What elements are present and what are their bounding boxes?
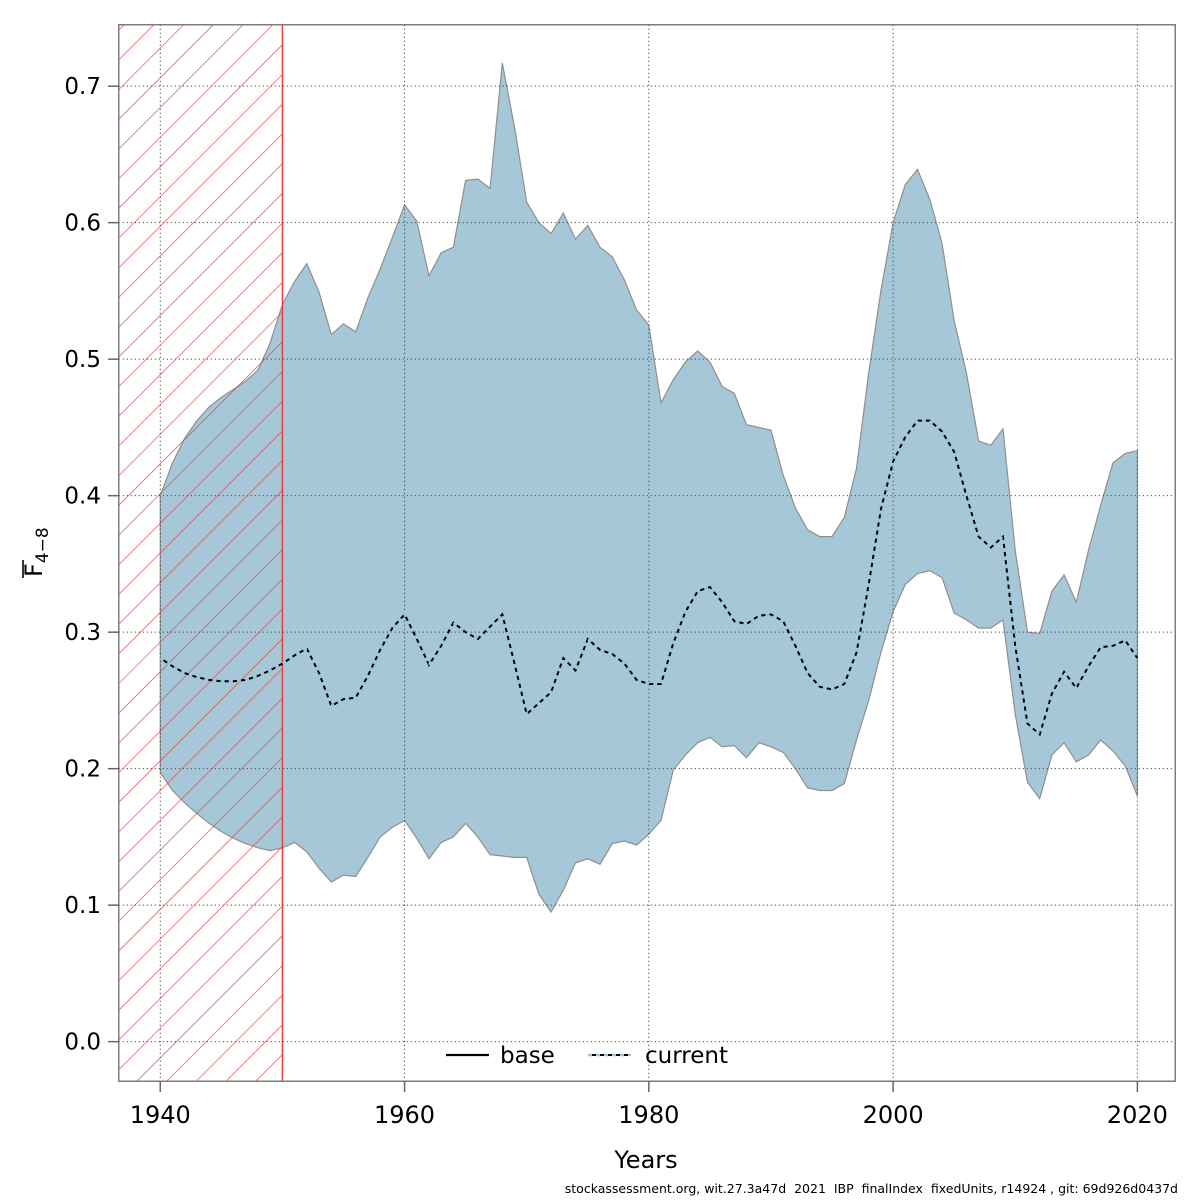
x-axis-tick-label: 1960 [374,1101,435,1129]
plot-border [118,24,1176,1082]
x-axis-tick-label: 2020 [1107,1101,1168,1129]
footer-text: stockassessment.org, wit.27.3a47d 2021 I… [565,1181,1178,1196]
excluded-region-hatch [118,24,284,1082]
y-axis-tick-label: 0.0 [64,1030,101,1056]
x-axis-tick-label: 2000 [863,1101,924,1129]
y-axis-tick-label: 0.3 [64,620,101,646]
y-axis-tick-label: 0.4 [64,484,101,510]
confidence-band [159,62,1139,914]
confidence-band-layer [159,62,1139,914]
axes-layer: 0.0 0.1 0.2 0.3 0.4 0.5 0.6 0.7 1940 1960 1980 2000… [64,74,1168,1129]
series-lines-layer [159,419,1139,737]
legend-current-label: current [645,1043,728,1069]
y-axis-tick-label: 0.5 [64,347,101,373]
legend: base current [446,1043,728,1069]
x-axis-tick-label: 1940 [130,1101,191,1129]
y-axis-label: F4−8 [20,527,53,578]
x-axis-tick-label: 1980 [618,1101,679,1129]
y-axis-label-text: F4−8 [20,527,53,577]
current-line [159,419,1139,737]
y-axis-tick-label: 0.2 [64,757,101,783]
excluded-region-layer [118,24,284,1082]
gridlines-layer [118,24,1176,1082]
y-axis-tick-label: 0.6 [64,211,101,237]
legend-base-label: base [500,1043,555,1069]
y-axis-tick-label: 0.1 [64,893,101,919]
y-axis-tick-label: 0.7 [64,74,101,100]
x-axis-label: Years [613,1146,677,1174]
